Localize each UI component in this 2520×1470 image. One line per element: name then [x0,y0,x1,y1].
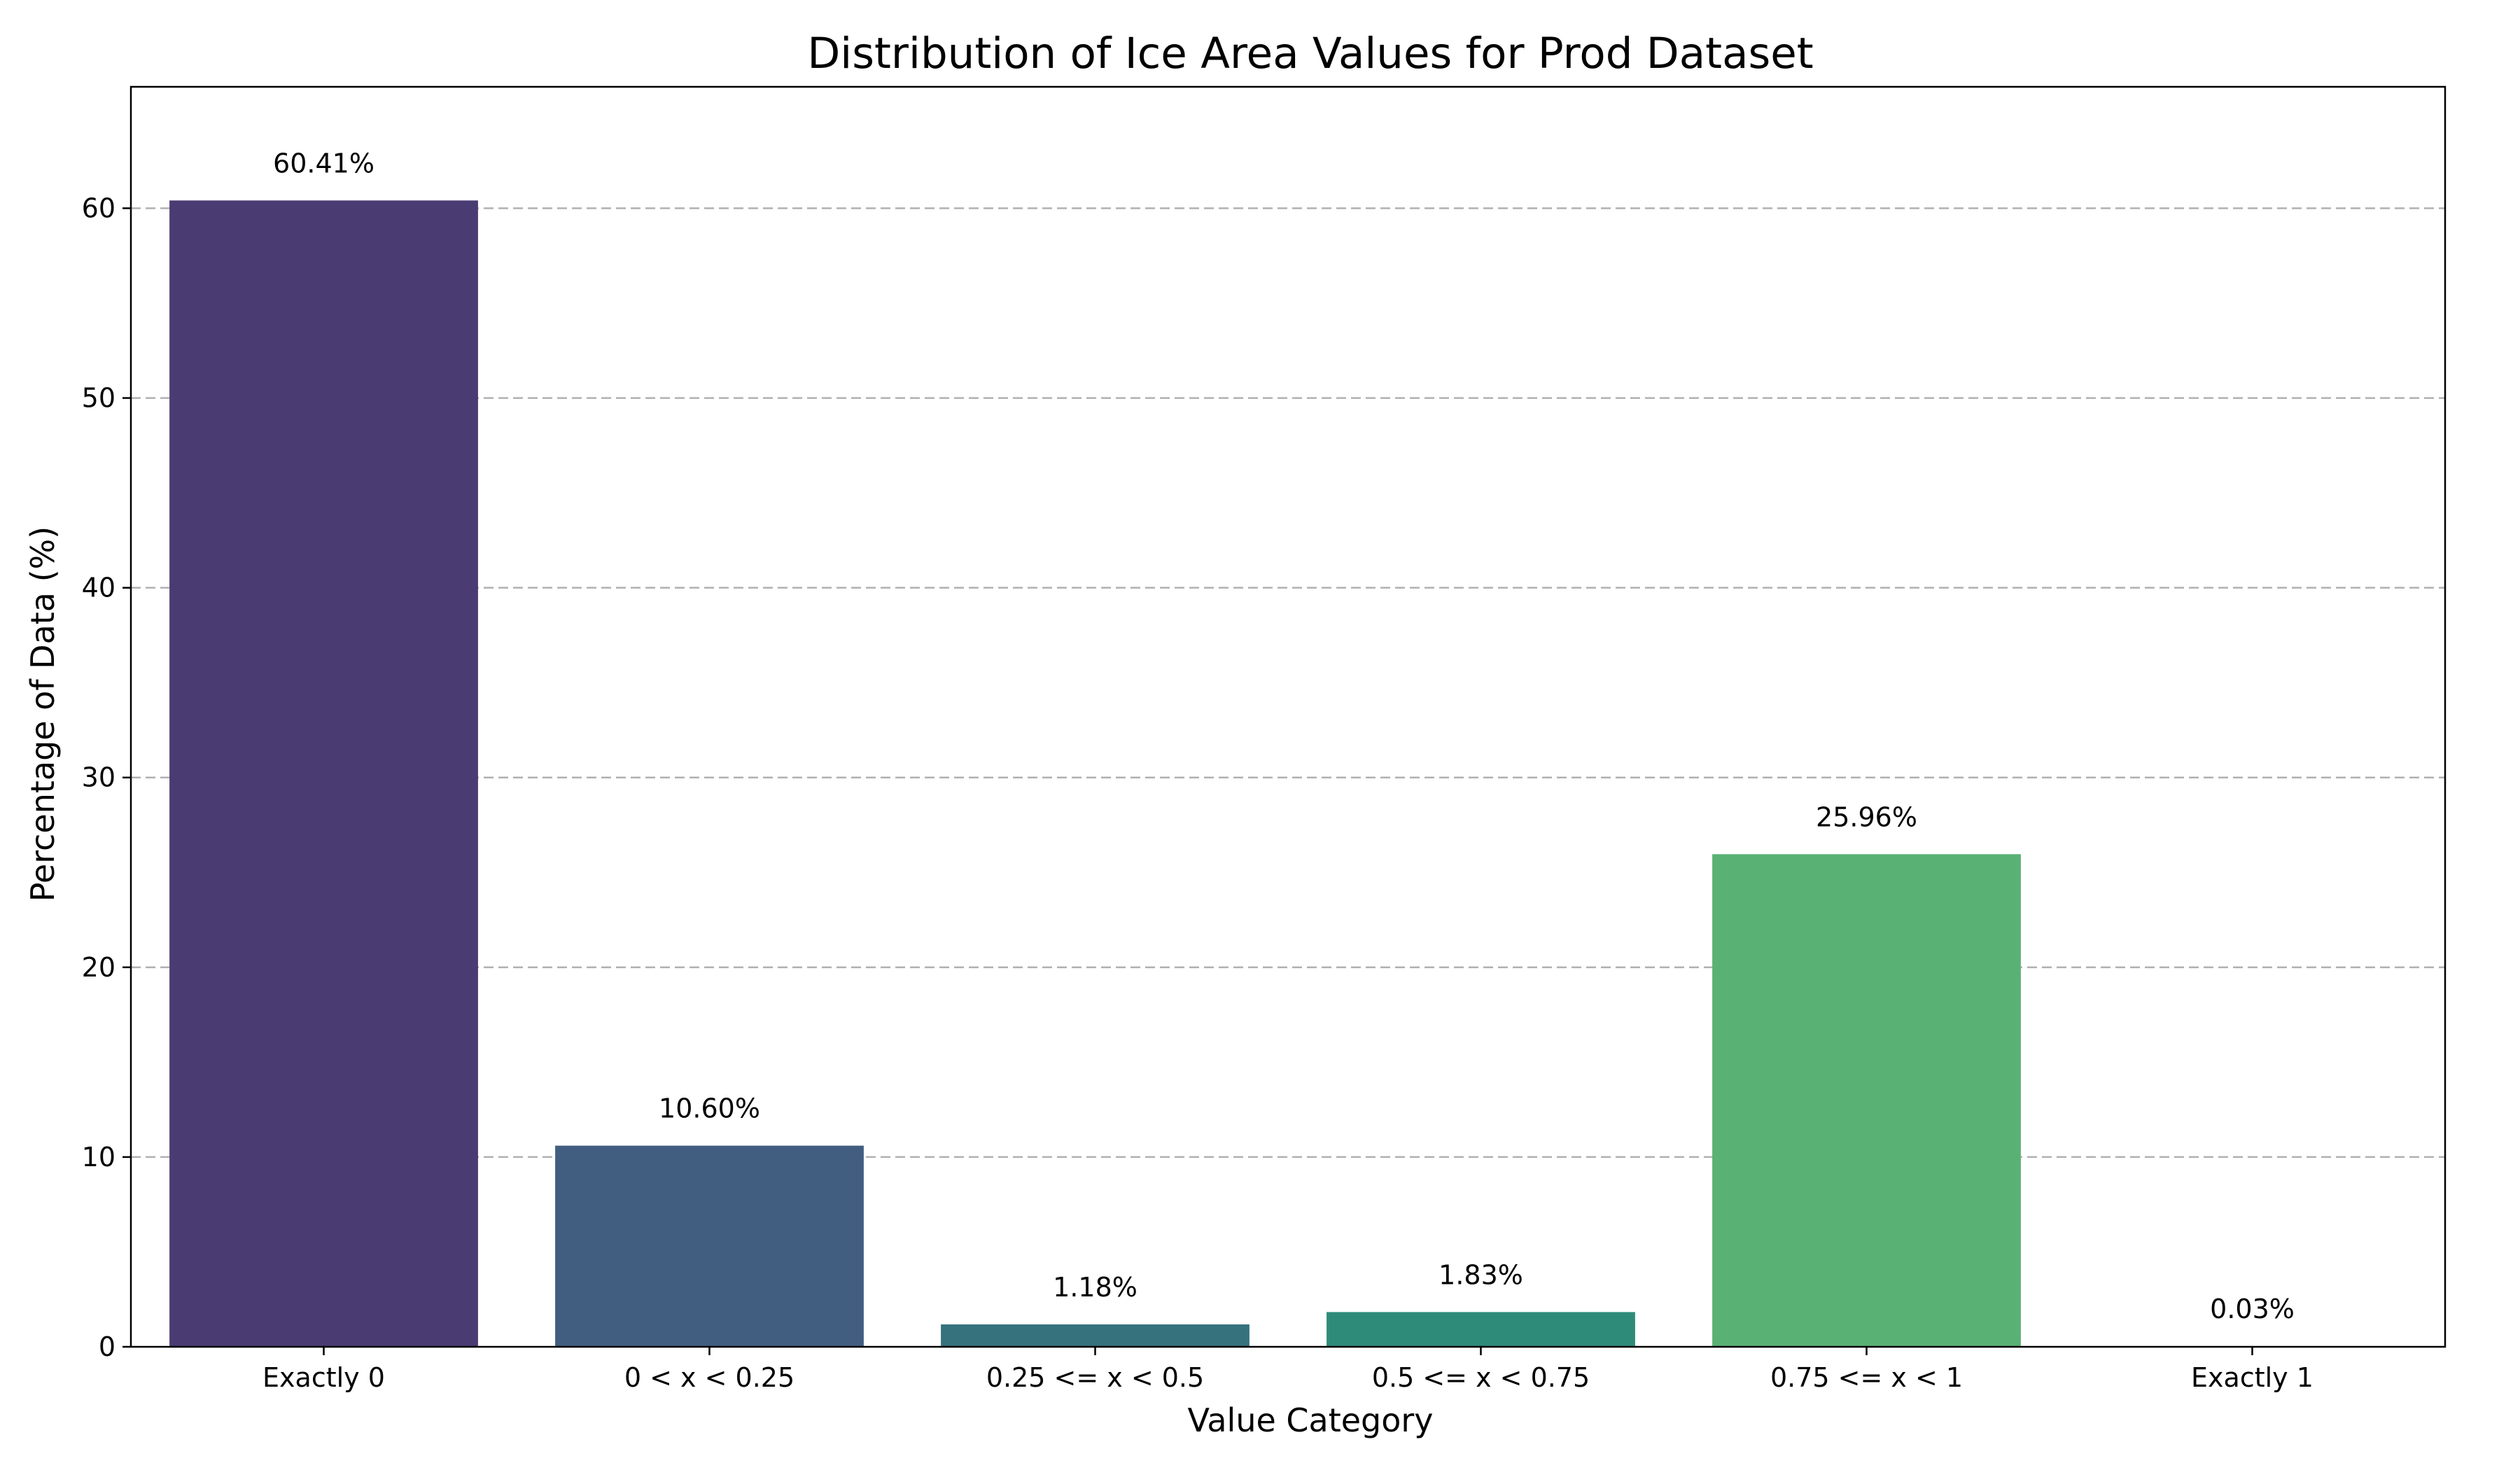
x-tick-label: 0 < x < 0.25 [624,1362,794,1393]
y-tick-label: 0 [99,1331,115,1362]
x-tick-label: Exactly 0 [262,1362,385,1393]
y-tick-label: 10 [82,1142,115,1172]
data-labels: 60.41% 10.60% 1.18% 1.83% 25.96% 0.03% [273,148,2295,1324]
plot-frame [130,85,2446,1348]
chart-title: Distribution of Ice Area Values for Prod… [807,29,1813,78]
bar-value-label: 10.60% [659,1093,760,1124]
bar [1326,1312,1635,1347]
bar-value-label: 25.96% [1816,802,1917,832]
y-tick-label: 50 [82,383,115,414]
y-axis-title: Percentage of Data (%) [24,526,62,902]
y-tick-label: 60 [82,192,115,223]
x-tick-label: 0.5 <= x < 0.75 [1372,1362,1590,1393]
bar-value-label: 1.83% [1438,1259,1523,1290]
bar [169,200,478,1347]
bar-value-label: 1.18% [1053,1272,1138,1303]
x-tick-label: 0.75 <= x < 1 [1770,1362,1963,1393]
x-tick-label: 0.25 <= x < 0.5 [986,1362,1204,1393]
bar-value-label: 0.03% [2210,1294,2295,1324]
x-axis: Exactly 0 0 < x < 0.25 0.25 <= x < 0.5 0.5 … [262,1347,2314,1393]
bar-value-label: 60.41% [273,148,374,178]
y-tick-label: 20 [82,952,115,983]
y-tick-label: 40 [82,573,115,603]
y-tick-label: 30 [82,762,115,793]
x-axis-title: Value Category [1187,1401,1433,1439]
y-axis: 0 10 20 30 40 50 60 [82,192,131,1362]
bar [941,1324,1250,1347]
bars [169,200,2407,1347]
gridlines [131,207,2445,1158]
bar [1712,854,2021,1347]
bar [555,1145,864,1347]
x-tick-label: Exactly 1 [2191,1362,2314,1393]
